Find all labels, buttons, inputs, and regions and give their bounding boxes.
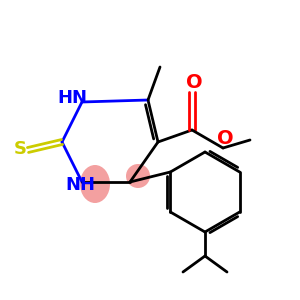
Text: NH: NH xyxy=(65,176,95,194)
Ellipse shape xyxy=(80,165,110,203)
Text: HN: HN xyxy=(57,89,87,107)
Text: O: O xyxy=(217,128,233,148)
Text: S: S xyxy=(14,140,26,158)
Text: O: O xyxy=(186,74,202,92)
Ellipse shape xyxy=(126,164,150,188)
